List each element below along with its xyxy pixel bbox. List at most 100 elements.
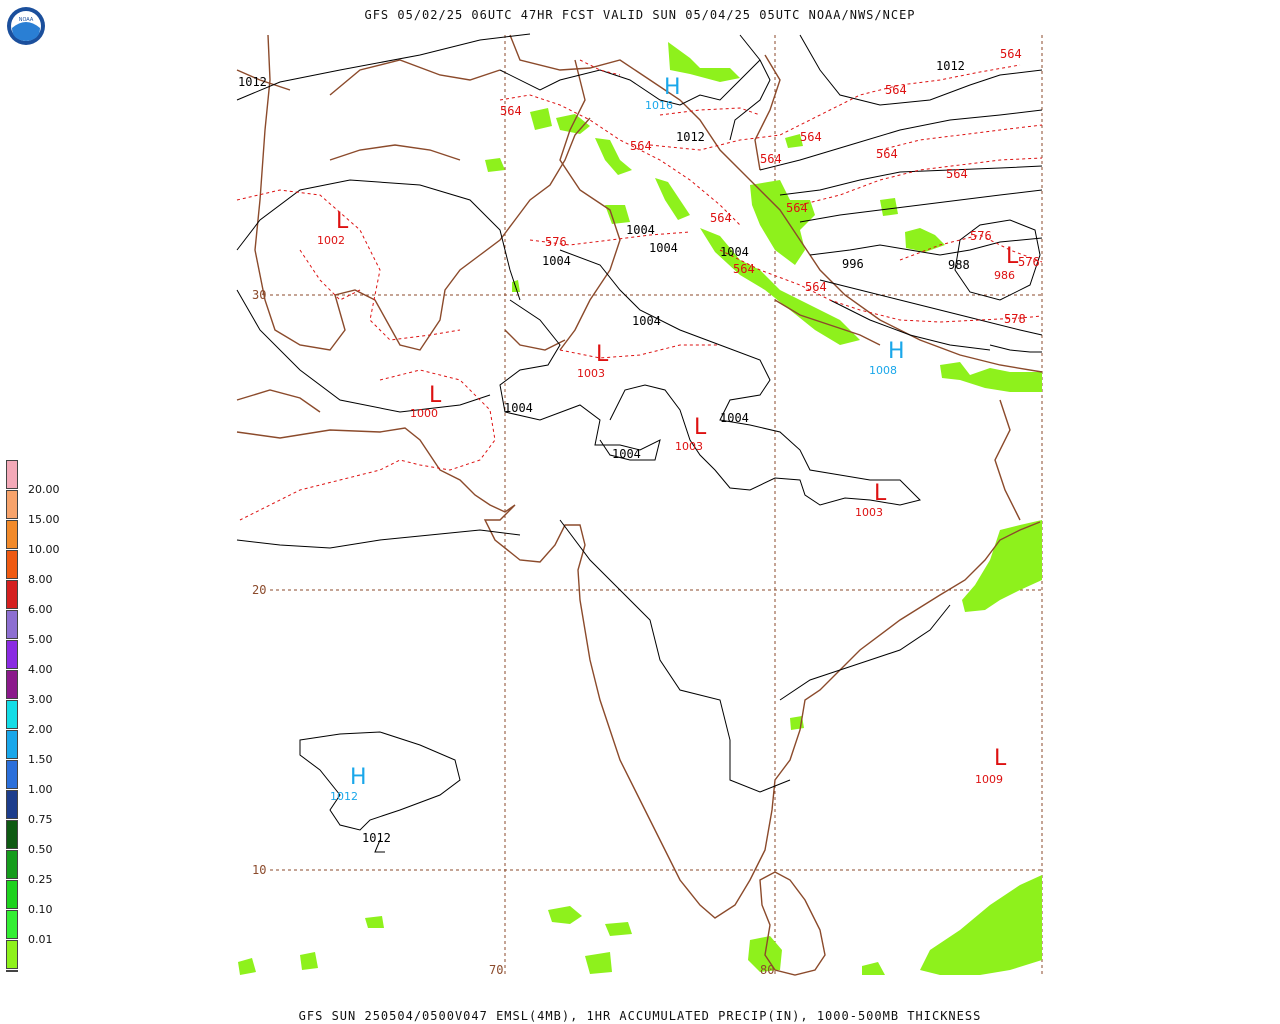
- legend-swatch: [6, 790, 18, 819]
- thickness-label: 564: [885, 83, 907, 97]
- legend-label: 3.00: [28, 693, 53, 706]
- low-value: 1003: [577, 367, 605, 380]
- lon-label-80: 80: [760, 963, 774, 977]
- low-symbol: L: [336, 209, 349, 234]
- legend-swatch: [6, 580, 18, 609]
- low-value: 1003: [675, 440, 703, 453]
- isobar-label: 1004: [720, 411, 749, 425]
- legend-label: 0.10: [28, 903, 53, 916]
- isobar-label: 1012: [936, 59, 965, 73]
- legend-swatch: [6, 760, 18, 789]
- low-value: 1000: [410, 407, 438, 420]
- high-symbol: H: [888, 339, 905, 364]
- legend-label: 1.50: [28, 753, 53, 766]
- thickness-label: 564: [805, 280, 827, 294]
- legend-swatch: [6, 460, 18, 489]
- thickness-label: 576: [970, 229, 992, 243]
- noaa-logo: NOAA: [6, 6, 46, 46]
- legend-label: 1.00: [28, 783, 53, 796]
- isobar-label: 988: [948, 258, 970, 272]
- legend-label: 0.01: [28, 933, 53, 946]
- logo-text: NOAA: [19, 17, 34, 23]
- lat-label-10: 10: [252, 863, 266, 877]
- legend-swatch: [6, 610, 18, 639]
- legend-swatch: [6, 520, 18, 549]
- low-symbol: L: [874, 481, 887, 506]
- thickness-label: 564: [786, 201, 808, 215]
- legend-swatch: [6, 550, 18, 579]
- high-value: 1008: [869, 364, 897, 377]
- thickness-label: 564: [500, 104, 522, 118]
- coastlines-borders: [236, 34, 1043, 976]
- grid-labels: 30 20 10 70 80: [252, 288, 774, 977]
- low-symbol: L: [1006, 244, 1019, 269]
- lat-label-30: 30: [252, 288, 266, 302]
- legend-label: 8.00: [28, 573, 53, 586]
- thickness-label: 576: [545, 235, 567, 249]
- thickness-labels: 564 564 564 564 564 564 564 564 564 564 …: [500, 47, 1040, 326]
- lon-label-70: 70: [489, 963, 503, 977]
- lat-label-20: 20: [252, 583, 266, 597]
- legend-swatch: [6, 850, 18, 879]
- isobar-label: 1004: [720, 245, 749, 259]
- thickness-label: 564: [733, 262, 755, 276]
- isobar-label: 1004: [504, 401, 533, 415]
- low-symbol: L: [596, 342, 609, 367]
- thickness-label: 564: [710, 211, 732, 225]
- isobar-label: 1004: [612, 447, 641, 461]
- low-symbol: L: [994, 746, 1007, 771]
- legend-swatch: [6, 670, 18, 699]
- thickness-label: 564: [800, 130, 822, 144]
- pressure-centers: L 1002 L 1000 L 1003 L 1003 L 1003 L 986…: [317, 75, 1019, 803]
- isobar-label: 996: [842, 257, 864, 271]
- map-footer: GFS SUN 250504/0500V047 EMSL(4MB), 1HR A…: [298, 1009, 982, 1023]
- thickness-label: 564: [760, 152, 782, 166]
- thickness-label: 564: [1000, 47, 1022, 61]
- legend-swatch: [6, 880, 18, 909]
- low-value: 986: [994, 269, 1015, 282]
- legend-swatch: [6, 910, 18, 939]
- high-value: 1016: [645, 99, 673, 112]
- low-value: 1009: [975, 773, 1003, 786]
- legend-swatch: [6, 640, 18, 669]
- legend-label: 0.75: [28, 813, 53, 826]
- legend-swatch: [6, 700, 18, 729]
- isobar-label: 1004: [649, 241, 678, 255]
- low-value: 1002: [317, 234, 345, 247]
- legend-label: 0.25: [28, 873, 53, 886]
- legend-label: 20.00: [28, 483, 60, 496]
- isobar-label: 1012: [362, 831, 391, 845]
- legend-label: 6.00: [28, 603, 53, 616]
- thickness-label: 564: [946, 167, 968, 181]
- high-value: 1012: [330, 790, 358, 803]
- high-symbol: H: [350, 765, 367, 790]
- legend-swatch: [6, 730, 18, 759]
- isobar-label: 1004: [542, 254, 571, 268]
- legend-label: 4.00: [28, 663, 53, 676]
- isobars: [236, 33, 1043, 853]
- legend-label: 5.00: [28, 633, 53, 646]
- legend-swatch: [6, 490, 18, 519]
- thickness-label: 578: [1004, 312, 1026, 326]
- map-title: GFS 05/02/25 06UTC 47HR FCST VALID SUN 0…: [364, 8, 916, 22]
- thickness-label: 576: [1018, 255, 1040, 269]
- legend-swatch: [6, 820, 18, 849]
- legend-label: 0.50: [28, 843, 53, 856]
- legend-swatch: [6, 940, 18, 969]
- isobar-labels: 1012 1012 1012 1004 1004 1004 1004 1004 …: [238, 59, 970, 845]
- thickness-label: 564: [876, 147, 898, 161]
- precip-areas: [238, 42, 1042, 975]
- legend-label: 15.00: [28, 513, 60, 526]
- thickness-label: 564: [630, 139, 652, 153]
- legend-swatch: [6, 970, 18, 972]
- isobar-label: 1012: [676, 130, 705, 144]
- low-value: 1003: [855, 506, 883, 519]
- legend-label: 2.00: [28, 723, 53, 736]
- high-symbol: H: [664, 75, 681, 100]
- isobar-label: 1012: [238, 75, 267, 89]
- low-symbol: L: [429, 383, 442, 408]
- thickness-lines: [236, 59, 1043, 521]
- isobar-label: 1004: [632, 314, 661, 328]
- legend-label: 10.00: [28, 543, 60, 556]
